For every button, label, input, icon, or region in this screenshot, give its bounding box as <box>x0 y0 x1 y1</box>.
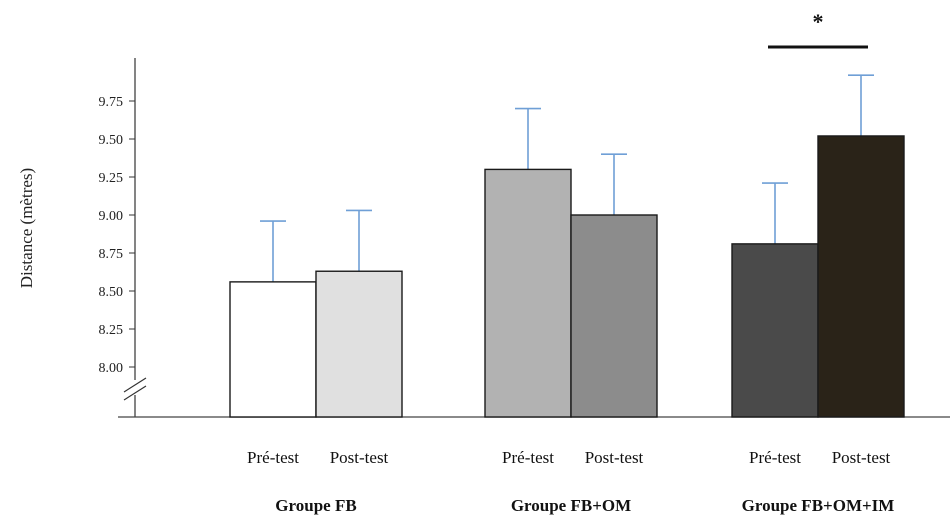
y-tick-label: 9.00 <box>99 209 124 224</box>
condition-label: Post-test <box>330 448 389 467</box>
y-tick-label: 9.50 <box>99 133 124 148</box>
y-tick-label: 8.75 <box>99 247 124 262</box>
condition-label: Post-test <box>585 448 644 467</box>
y-tick-label: 9.25 <box>99 171 124 186</box>
group-label: Groupe FB <box>275 496 356 515</box>
y-tick-label: 8.00 <box>99 361 124 376</box>
condition-label: Pré-test <box>247 448 299 467</box>
group-label: Groupe FB+OM <box>511 496 631 515</box>
bar <box>731 243 819 418</box>
y-tick-label: 8.50 <box>99 285 124 300</box>
condition-label: Pré-test <box>502 448 554 467</box>
bar <box>817 135 905 418</box>
axis-break-mark <box>123 377 147 393</box>
condition-label: Pré-test <box>749 448 801 467</box>
bar <box>484 168 572 418</box>
condition-label: Post-test <box>832 448 891 467</box>
bar <box>229 281 317 418</box>
y-axis-title: Distance (mètres) <box>17 168 36 288</box>
y-tick-label: 9.75 <box>99 95 124 110</box>
y-tick-label: 8.25 <box>99 323 124 338</box>
significance-label: * <box>813 9 824 34</box>
axis-break-mark <box>123 385 147 401</box>
group-label: Groupe FB+OM+IM <box>742 496 895 515</box>
bar <box>315 270 403 418</box>
bar <box>570 214 658 418</box>
